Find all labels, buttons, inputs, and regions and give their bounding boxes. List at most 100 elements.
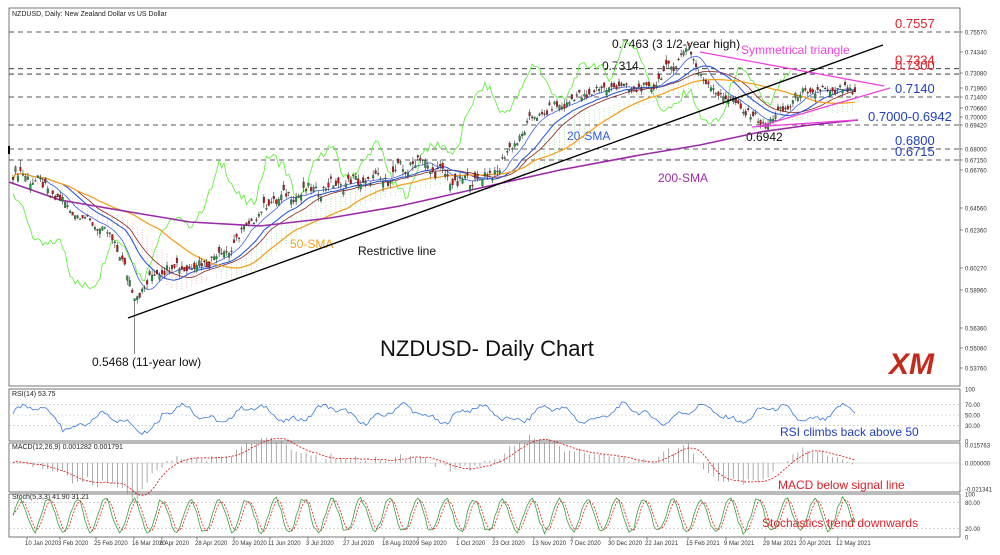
candle-body <box>362 177 365 183</box>
candle-body <box>416 155 419 158</box>
candle-body <box>327 182 330 188</box>
candle-body <box>26 176 29 180</box>
candle-body <box>603 82 606 88</box>
candle-body <box>329 176 332 179</box>
price-axis-label: 0.55060 <box>965 347 987 353</box>
candle-body <box>717 91 720 96</box>
candle-body <box>600 86 603 89</box>
date-axis-label: 23 Oct 2020 <box>492 541 525 547</box>
candle-body <box>183 267 186 272</box>
candle-body <box>712 88 715 90</box>
candle-body <box>627 89 630 93</box>
candle-body <box>215 256 218 260</box>
price-axis-label: 0.60270 <box>965 267 987 273</box>
candle-body <box>384 177 387 179</box>
candle-body <box>528 112 531 117</box>
candle-body <box>456 181 459 186</box>
chart-title: NZDUSD- Daily Chart <box>380 336 594 361</box>
candle-body <box>704 79 707 84</box>
date-axis-label: 27 Jul 2020 <box>343 541 375 547</box>
candle-body <box>210 256 213 258</box>
candle-body <box>357 178 360 185</box>
candle-body <box>79 218 82 220</box>
candle-body <box>781 106 784 112</box>
date-axis-label: 11 Jun 2020 <box>268 541 301 547</box>
candle-body <box>548 102 551 106</box>
candle-body <box>54 195 57 200</box>
stoch-k-line <box>12 495 856 536</box>
candle-body <box>173 264 176 268</box>
candle-body <box>143 287 146 289</box>
candle-body <box>377 173 380 175</box>
candle-body <box>824 88 827 90</box>
candle-body <box>513 143 516 147</box>
candle-body <box>235 233 238 238</box>
candle-body <box>282 184 285 191</box>
candle-body <box>317 195 320 197</box>
candle-body <box>195 265 198 272</box>
annotation-peak: 0.7314 <box>602 59 639 73</box>
candle-body <box>280 194 283 201</box>
candle-body <box>595 86 598 89</box>
candle-body <box>61 196 64 202</box>
annotation-sma20: 20-SMA <box>567 129 610 143</box>
candle-body <box>461 179 464 184</box>
candle-body <box>250 218 253 222</box>
candle-body <box>836 88 839 90</box>
candle-body <box>121 255 124 260</box>
candle-body <box>821 85 824 88</box>
dynamic-layer: 0.755700.743400.730800.719600.714000.706… <box>8 7 993 547</box>
candle-body <box>349 179 352 184</box>
candle-body <box>242 225 246 230</box>
candle-body <box>101 226 104 231</box>
candle-body <box>49 195 52 197</box>
candle-body <box>218 247 221 253</box>
price-axis-label: 0.69420 <box>965 124 987 130</box>
candle-body <box>662 66 665 72</box>
candle-body <box>496 170 499 173</box>
candle-body <box>153 274 156 276</box>
candle-body <box>583 94 586 97</box>
candle-body <box>697 73 700 75</box>
candle-body <box>203 260 206 263</box>
candle-body <box>570 94 573 100</box>
candle-body <box>478 179 481 181</box>
candle-body <box>709 87 712 92</box>
candle-body <box>262 196 265 203</box>
date-axis-label: 15 Feb 2021 <box>686 541 720 547</box>
candle-body <box>444 174 447 177</box>
price-axis-label: 0.62360 <box>965 229 987 235</box>
candle-body <box>136 296 139 300</box>
date-axis-label: 22 Jan 2021 <box>645 541 679 547</box>
candle-body <box>677 58 680 60</box>
candle-body <box>454 173 457 180</box>
level-label: 0.7334 <box>895 53 935 68</box>
candle-body <box>339 184 342 186</box>
candle-body <box>439 164 442 167</box>
price-axis-label: 0.64560 <box>965 207 987 213</box>
candle-body <box>625 83 628 85</box>
candle-body <box>434 172 437 178</box>
candle-body <box>804 88 807 91</box>
candle-body <box>71 212 74 216</box>
candle-body <box>406 172 409 176</box>
candle-body <box>292 200 295 202</box>
candle-body <box>816 87 819 90</box>
candle-body <box>558 104 561 110</box>
candle-body <box>786 105 789 110</box>
candle-body <box>163 270 166 275</box>
candle-body <box>228 253 231 258</box>
candle-body <box>367 177 370 179</box>
date-axis-label: 13 Nov 2020 <box>532 541 567 547</box>
candle-body <box>374 170 377 174</box>
candle-body <box>267 199 270 206</box>
candle-body <box>615 85 618 90</box>
candle-body <box>59 194 62 201</box>
candle-body <box>707 81 710 85</box>
candle-body <box>131 289 134 293</box>
date-axis-label: 30 Dec 2020 <box>608 541 643 547</box>
candle-body <box>170 265 173 269</box>
date-axis-label: 18 Aug 2020 <box>382 541 416 547</box>
date-axis-label: 9 Mar 2021 <box>724 541 755 547</box>
